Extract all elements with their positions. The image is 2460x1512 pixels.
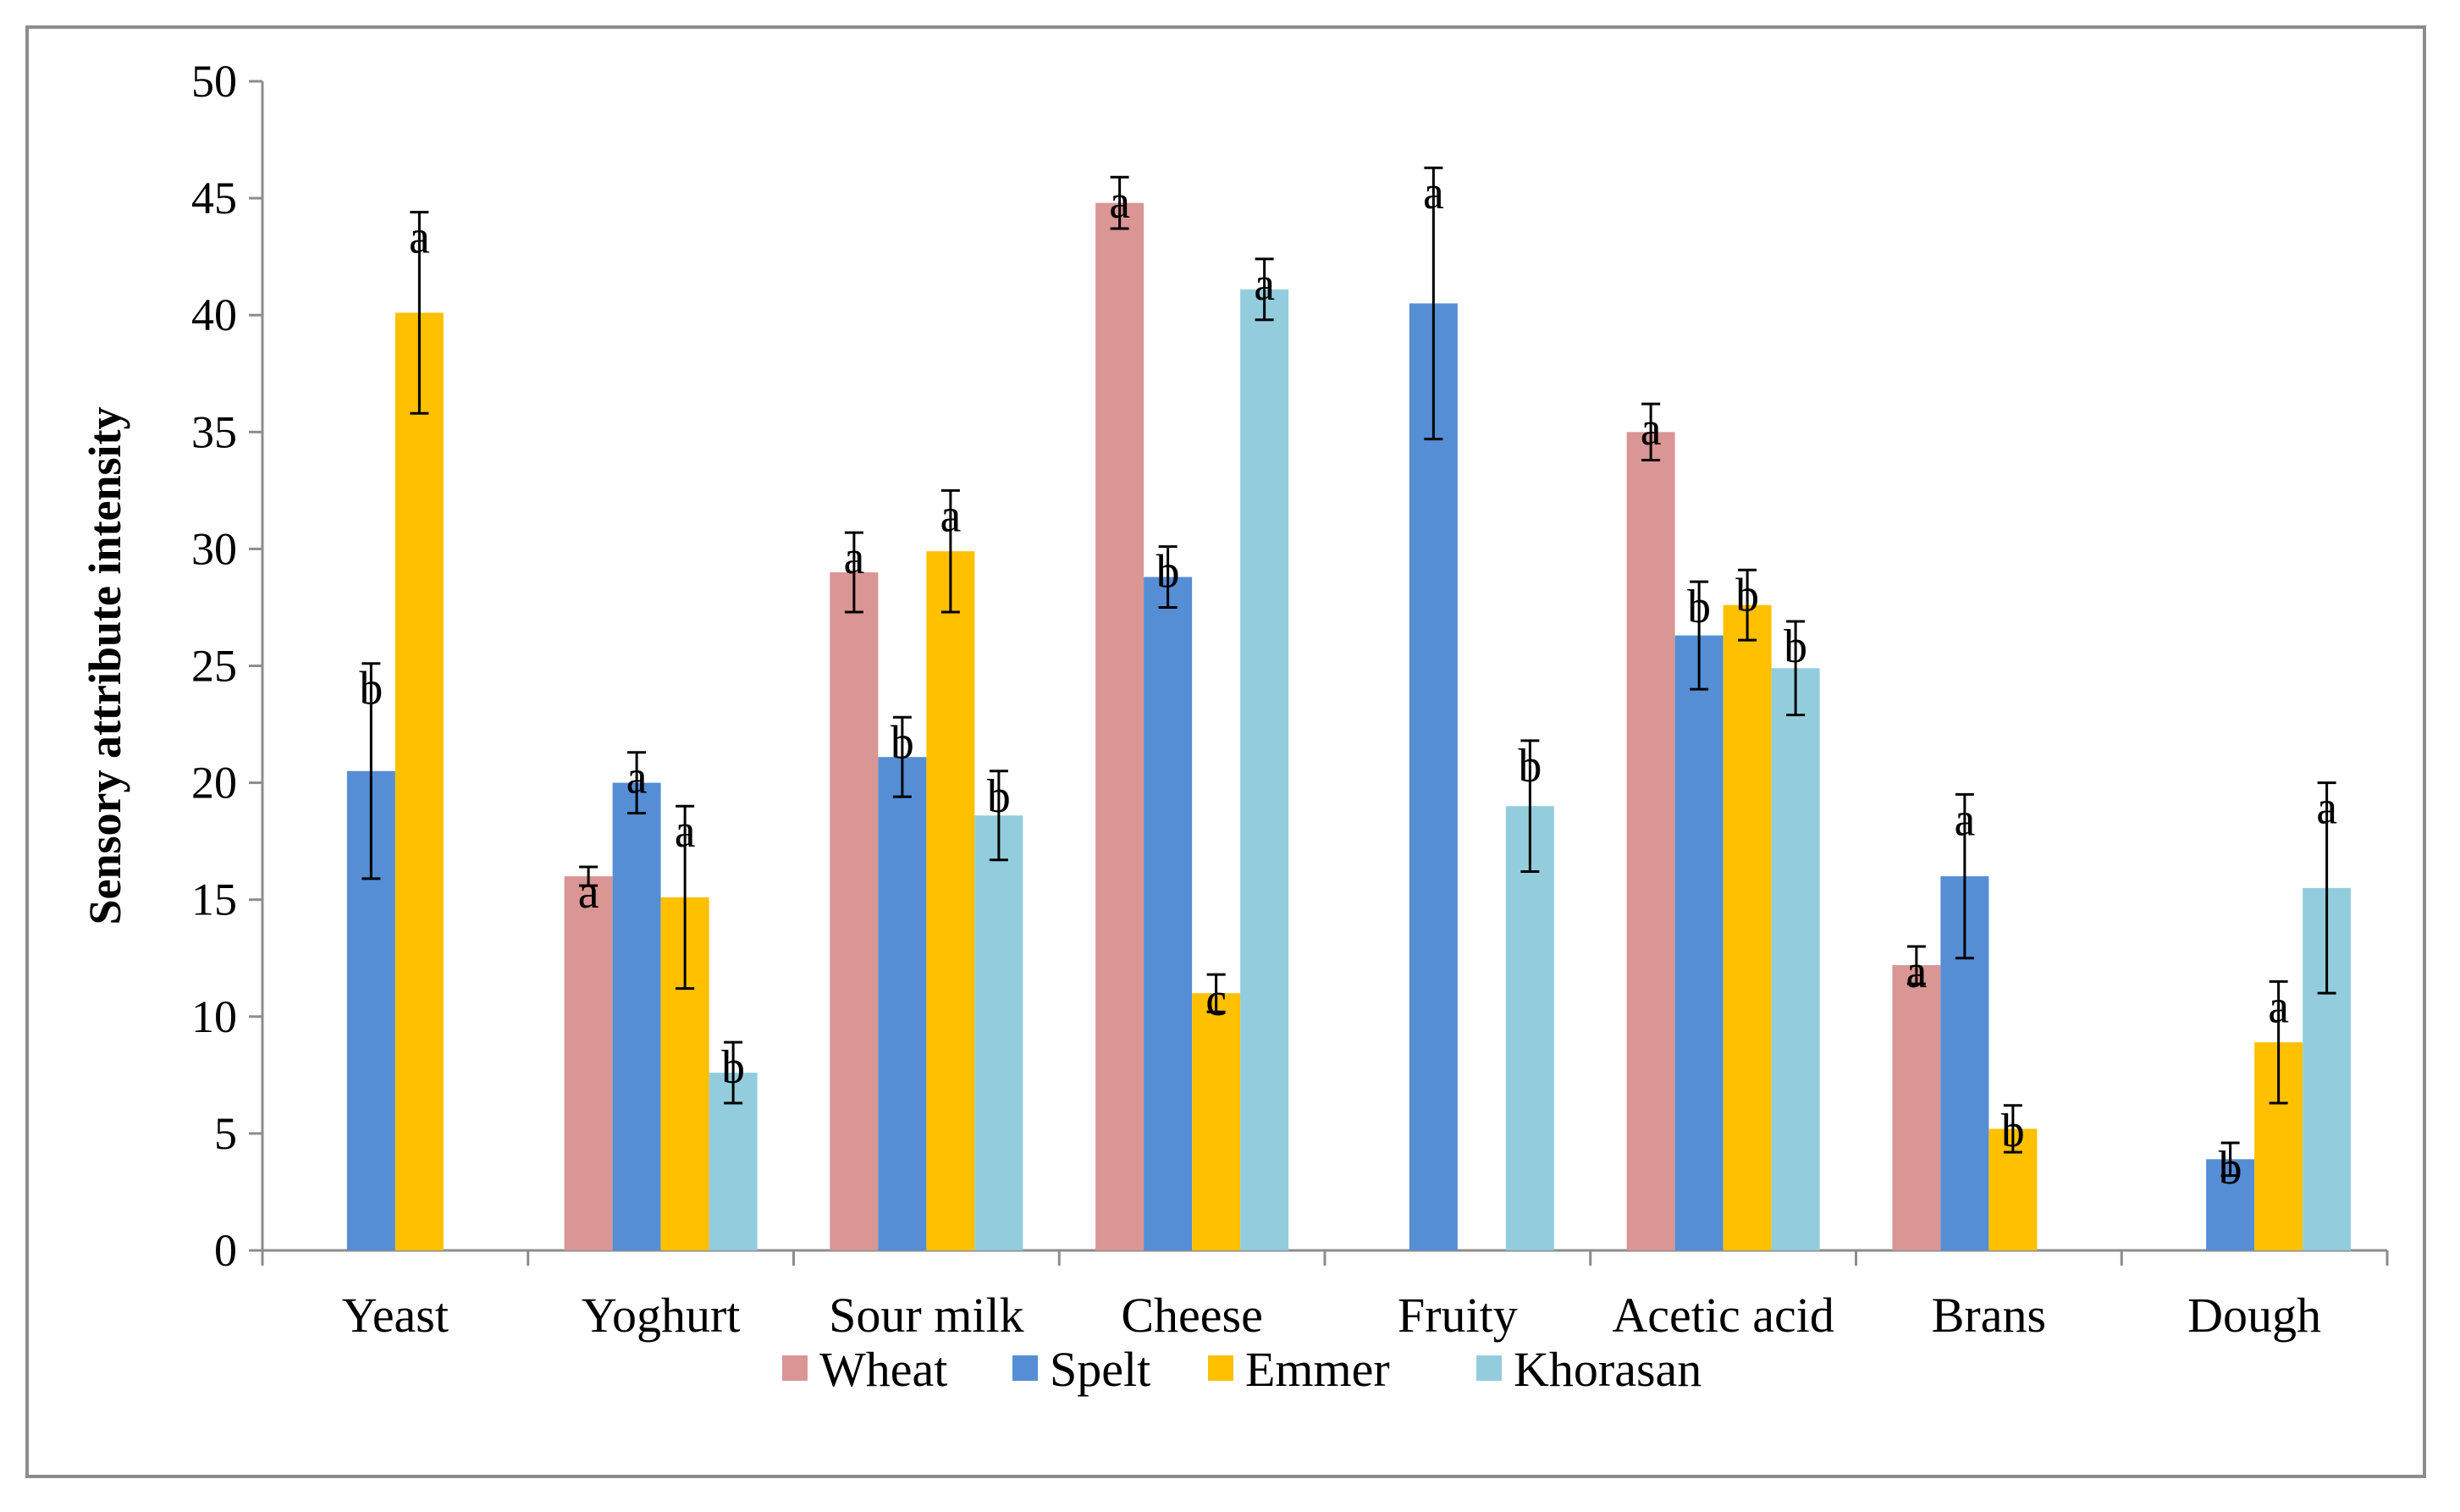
legend-swatch-khorasan bbox=[1476, 1355, 1502, 1381]
legend-label-wheat: Wheat bbox=[819, 1342, 947, 1397]
y-tick-label: 5 bbox=[214, 1108, 237, 1159]
significance-letter: a bbox=[1954, 793, 1975, 846]
y-tick-label: 40 bbox=[191, 290, 237, 340]
bar-wheat bbox=[1626, 432, 1675, 1250]
y-tick-label: 30 bbox=[191, 523, 237, 574]
significance-letter: a bbox=[1109, 176, 1130, 229]
bar-wheat bbox=[1892, 965, 1941, 1250]
bar-spelt bbox=[612, 782, 661, 1250]
significance-letter: a bbox=[626, 752, 648, 804]
y-tick-label: 20 bbox=[191, 758, 237, 808]
significance-letter: a bbox=[2268, 980, 2289, 1033]
legend: Wheat Spelt Emmer Khorasan bbox=[782, 1342, 1702, 1397]
y-tick-label: 10 bbox=[191, 991, 237, 1042]
bars-layer bbox=[346, 202, 2352, 1250]
significance-letter: b bbox=[1784, 621, 1807, 673]
significance-letter: b bbox=[891, 716, 914, 769]
significance-letter: a bbox=[1641, 403, 1662, 455]
significance-letter: a bbox=[1906, 946, 1927, 998]
significance-letter: a bbox=[843, 532, 864, 584]
significance-letter: a bbox=[409, 212, 430, 264]
category-label: Yeast bbox=[342, 1288, 449, 1343]
legend-swatch-spelt bbox=[1012, 1355, 1038, 1381]
significance-letter: a bbox=[2316, 782, 2337, 835]
bar-spelt bbox=[1674, 635, 1724, 1250]
y-tick-label: 0 bbox=[214, 1225, 237, 1276]
bar-khorasan bbox=[1505, 806, 1554, 1250]
legend-swatch-emmer bbox=[1208, 1355, 1233, 1381]
significance-letter: b bbox=[721, 1041, 745, 1094]
axes-layer: 0 5 10 15 20 25 30 35 40 45 50 Sensory attribute in… bbox=[80, 56, 2389, 1343]
significance-letter: a bbox=[940, 489, 961, 542]
bar-wheat bbox=[1095, 202, 1145, 1250]
category-label: Acetic acid bbox=[1612, 1288, 1834, 1343]
significance-letter: b bbox=[1687, 581, 1711, 633]
y-tick-label: 35 bbox=[191, 406, 237, 457]
bar-spelt bbox=[1409, 303, 1458, 1250]
bar-wheat bbox=[830, 572, 879, 1250]
significance-letter: b bbox=[359, 663, 383, 715]
category-label: Brans bbox=[1932, 1288, 2046, 1343]
legend-label-khorasan: Khorasan bbox=[1514, 1342, 1702, 1397]
y-axis-title: Sensory attribute intensity bbox=[80, 407, 130, 925]
legend-label-spelt: Spelt bbox=[1050, 1342, 1150, 1397]
significance-letter: a bbox=[1423, 167, 1444, 219]
legend-label-emmer: Emmer bbox=[1245, 1342, 1390, 1397]
bar-emmer bbox=[1192, 993, 1241, 1250]
y-tick-label: 15 bbox=[191, 875, 237, 925]
y-tick-label: 50 bbox=[191, 56, 237, 107]
chart-frame: 0 5 10 15 20 25 30 35 40 45 50 Sensory attribute in… bbox=[25, 25, 2426, 1478]
bar-khorasan bbox=[1771, 668, 1820, 1250]
y-tick-label: 45 bbox=[191, 173, 237, 223]
category-label: Cheese bbox=[1121, 1288, 1263, 1343]
bar-wheat bbox=[564, 876, 613, 1250]
bar-emmer bbox=[926, 551, 975, 1250]
significance-letter: b bbox=[987, 770, 1011, 823]
legend-swatch-wheat bbox=[782, 1355, 808, 1381]
bar-khorasan bbox=[1240, 289, 1289, 1250]
y-tick-label: 25 bbox=[191, 641, 237, 692]
category-label: Yoghurt bbox=[582, 1288, 741, 1343]
category-label: Dough bbox=[2187, 1288, 2321, 1343]
significance-letter: b bbox=[1518, 740, 1542, 792]
category-label: Fruity bbox=[1398, 1288, 1518, 1343]
significance-letter: a bbox=[675, 805, 696, 858]
bar-khorasan bbox=[974, 815, 1023, 1250]
bar-spelt bbox=[1144, 577, 1193, 1250]
significance-letter: b bbox=[1735, 569, 1759, 621]
significance-letter: b bbox=[1156, 546, 1180, 599]
significance-letter: a bbox=[1254, 258, 1275, 311]
significance-letter: c bbox=[1205, 974, 1227, 1026]
error-bars-layer bbox=[361, 166, 2336, 1178]
bar-emmer bbox=[1723, 604, 1772, 1250]
significance-letter: b bbox=[2001, 1105, 2025, 1157]
bar-spelt bbox=[878, 757, 927, 1250]
significance-letter: a bbox=[578, 866, 599, 919]
chart-canvas: 0 5 10 15 20 25 30 35 40 45 50 Sensory attribute in… bbox=[80, 56, 2389, 1397]
category-label: Sour milk bbox=[829, 1288, 1023, 1343]
significance-letter: b bbox=[2219, 1142, 2242, 1195]
bar-emmer bbox=[394, 312, 444, 1250]
